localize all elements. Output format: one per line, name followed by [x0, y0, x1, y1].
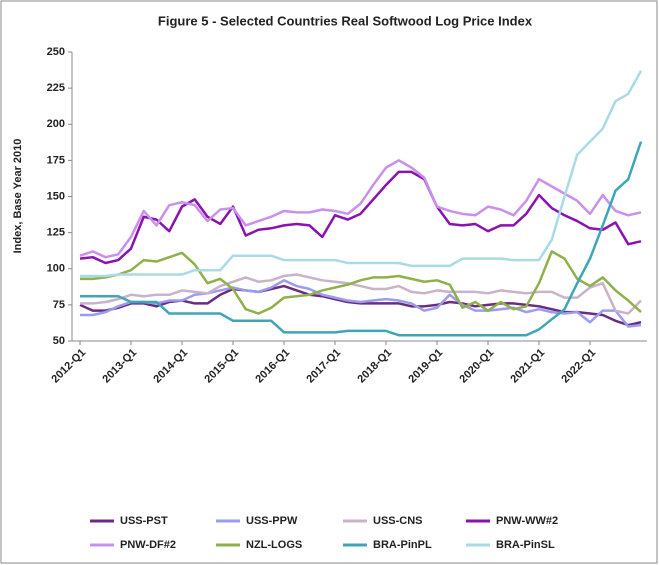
- y-tick-label: 200: [47, 118, 65, 130]
- y-tick-label: 225: [47, 82, 65, 94]
- legend-label: PNW-WW#2: [496, 515, 558, 527]
- legend-label: BRA-PinSL: [496, 539, 555, 551]
- y-tick-label: 175: [47, 154, 65, 166]
- y-tick-label: 75: [53, 299, 65, 311]
- series-line: [80, 250, 642, 315]
- series-line: [80, 279, 642, 328]
- legend-label: USS-CNS: [373, 515, 423, 527]
- y-tick-label: 125: [47, 227, 65, 239]
- series-line: [80, 141, 643, 337]
- legend-label: NZL-LOGS: [246, 539, 302, 551]
- legend-label: USS-PST: [120, 515, 168, 527]
- series-line: [79, 159, 642, 259]
- legend-label: BRA-PinPL: [373, 539, 432, 551]
- series-line: [80, 273, 642, 315]
- y-tick-label: 250: [47, 46, 65, 58]
- chart-title: Figure 5 - Selected Countries Real Softw…: [158, 13, 533, 28]
- y-tick-label: 150: [47, 190, 65, 202]
- y-tick-label: 100: [47, 263, 65, 275]
- series-line: [80, 70, 643, 278]
- legend-label: PNW-DF#2: [120, 539, 176, 551]
- legend-label: USS-PPW: [246, 515, 298, 527]
- y-tick-label: 50: [53, 335, 65, 347]
- series-line: [79, 170, 642, 265]
- y-axis-title: Index, Base Year 2010: [12, 139, 24, 254]
